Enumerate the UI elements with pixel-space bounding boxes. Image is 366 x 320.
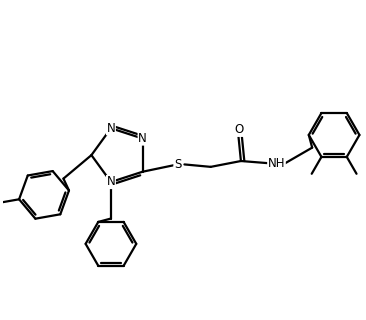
Text: NH: NH: [268, 157, 285, 170]
Text: N: N: [138, 132, 147, 145]
Text: N: N: [107, 175, 115, 188]
Text: S: S: [174, 158, 181, 171]
Text: N: N: [107, 122, 115, 135]
Text: O: O: [235, 123, 244, 136]
